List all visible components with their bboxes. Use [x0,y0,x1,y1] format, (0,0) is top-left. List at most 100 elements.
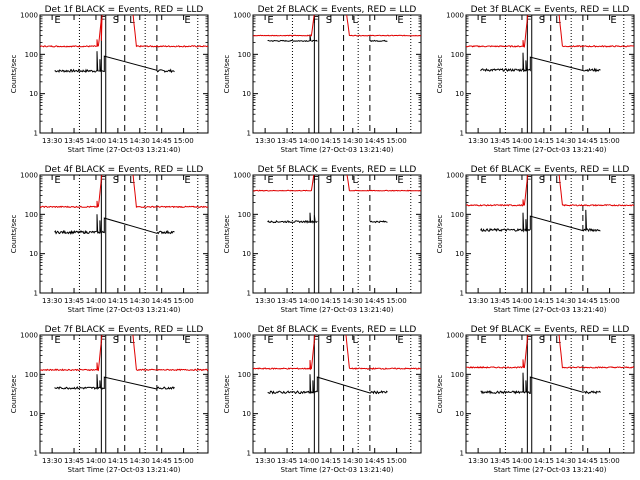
lld-series-line [253,335,421,371]
segment-marker-l: L [555,175,561,186]
x-tick-label: 14:30 [130,137,150,145]
x-tick-label: 15:00 [387,297,407,305]
y-tick-label: 1000 [446,172,464,180]
x-tick-label: 14:15 [108,137,128,145]
detector-panel: Det 5f BLACK = Events, RED = LLD 1 10 100 10… [223,165,422,314]
y-tick-label: 1 [460,290,464,298]
x-tick-label: 14:00 [86,297,106,305]
panel-title: Det 8f BLACK = Events, RED = LLD [258,325,417,335]
x-tick-label: 14:00 [512,297,532,305]
x-tick-label: 14:15 [534,297,554,305]
x-tick-label: 13:30 [468,297,488,305]
events-series-line [54,374,175,390]
y-tick-label: 100 [238,211,251,219]
x-tick-label: 14:45 [152,457,172,465]
x-tick-label: 14:30 [343,137,363,145]
y-tick-label: 1000 [20,12,38,20]
y-tick-label: 100 [25,371,38,379]
segment-marker-f: F [100,175,106,186]
panel-title: Det 3f BLACK = Events, RED = LLD [471,5,630,15]
x-tick-label: 13:45 [490,457,510,465]
x-axis-label: Start Time (27-Oct-03 13:21:40) [281,146,394,154]
y-tick-label: 1000 [20,172,38,180]
plot-frame [39,334,209,454]
panel-title: Det 9f BLACK = Events, RED = LLD [471,325,630,335]
y-tick-label: 1000 [233,172,251,180]
x-axis-label: Start Time (27-Oct-03 13:21:40) [68,146,181,154]
x-axis-label: Start Time (27-Oct-03 13:21:40) [494,146,607,154]
y-tick-label: 100 [25,211,38,219]
segment-marker-e1: E [54,335,60,346]
y-axis-label: Counts/sec [223,55,231,94]
x-tick-label: 14:45 [365,137,385,145]
x-tick-label: 15:00 [174,457,194,465]
x-tick-label: 15:00 [387,137,407,145]
lld-series-line [253,175,421,192]
y-tick-label: 1000 [233,332,251,340]
x-axis-label: Start Time (27-Oct-03 13:21:40) [494,466,607,474]
panel-title: Det 5f BLACK = Events, RED = LLD [258,165,417,175]
y-tick-label: 10 [242,410,251,418]
y-tick-label: 1 [34,130,38,138]
y-tick-label: 1 [460,130,464,138]
y-tick-label: 1000 [20,332,38,340]
segment-marker-l: L [129,175,135,186]
x-tick-label: 14:15 [534,137,554,145]
events-series-line [54,214,175,235]
segment-marker-f: F [313,335,319,346]
segment-marker-s: S [113,175,119,186]
detector-panel: Det 4f BLACK = Events, RED = LLD 1 10 100 10… [10,165,209,314]
y-tick-label: 10 [455,250,464,258]
y-tick-label: 10 [29,90,38,98]
events-series-line [480,209,601,233]
segment-marker-f: F [313,175,319,186]
y-tick-label: 10 [29,410,38,418]
panel-title: Det 4f BLACK = Events, RED = LLD [45,165,204,175]
y-axis-label: Counts/sec [436,215,444,254]
x-tick-label: 14:00 [86,457,106,465]
segment-marker-e1: E [480,15,486,26]
x-tick-label: 13:45 [490,297,510,305]
y-tick-label: 100 [451,211,464,219]
x-axis-label: Start Time (27-Oct-03 13:21:40) [281,466,394,474]
lld-series-line [40,175,208,209]
panel-title: Det 2f BLACK = Events, RED = LLD [258,5,417,15]
segment-marker-f: F [313,15,319,26]
panel-title: Det 1f BLACK = Events, RED = LLD [45,5,204,15]
y-axis-label: Counts/sec [223,215,231,254]
segment-marker-l: L [555,335,561,346]
x-tick-label: 14:15 [108,457,128,465]
y-tick-label: 1 [247,290,251,298]
events-series-line [267,34,388,43]
events-series-line [267,212,388,224]
x-tick-label: 13:45 [277,137,297,145]
x-axis-label: Start Time (27-Oct-03 13:21:40) [68,466,181,474]
x-tick-label: 13:30 [468,457,488,465]
plot-frame [252,334,422,454]
x-tick-label: 15:00 [387,457,407,465]
segment-marker-e1: E [480,335,486,346]
plot-frame [252,14,422,134]
plot-frame [39,14,209,134]
x-tick-label: 14:00 [86,137,106,145]
x-axis-label: Start Time (27-Oct-03 13:21:40) [281,306,394,314]
lld-series-line [466,335,634,369]
detector-panel: Det 3f BLACK = Events, RED = LLD 1 10 100 10… [436,5,635,154]
y-tick-label: 10 [242,90,251,98]
x-tick-label: 13:45 [277,457,297,465]
events-series-line [267,374,388,395]
x-tick-label: 14:15 [534,457,554,465]
y-tick-label: 100 [451,371,464,379]
segment-marker-e2: E [397,175,403,186]
x-tick-label: 14:30 [130,297,150,305]
detector-panel: Det 6f BLACK = Events, RED = LLD 1 10 100 10… [436,165,635,314]
x-tick-label: 14:15 [321,457,341,465]
detector-panel: Det 7f BLACK = Events, RED = LLD 1 10 100 10… [10,325,209,474]
y-tick-label: 100 [25,51,38,59]
plot-frame [465,14,635,134]
x-tick-label: 13:45 [277,297,297,305]
panel-title: Det 6f BLACK = Events, RED = LLD [471,165,630,175]
x-tick-label: 14:00 [299,457,319,465]
segment-marker-s: S [539,175,545,186]
